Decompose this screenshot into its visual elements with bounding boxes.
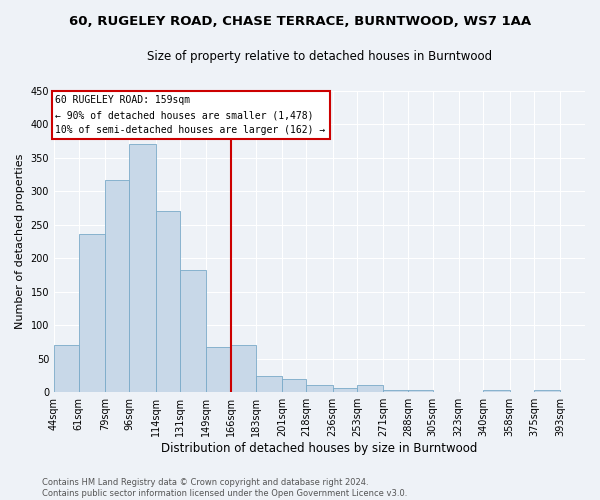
Bar — [54, 346, 79, 392]
Bar — [130, 144, 155, 392]
Bar — [180, 270, 206, 392]
Text: Contains HM Land Registry data © Crown copyright and database right 2024.
Contai: Contains HM Land Registry data © Crown c… — [42, 478, 407, 498]
Bar — [206, 346, 231, 392]
Bar — [484, 390, 509, 392]
Bar — [231, 346, 256, 392]
Bar — [534, 390, 560, 392]
Bar — [256, 376, 282, 392]
Bar — [105, 180, 130, 392]
Text: 60, RUGELEY ROAD, CHASE TERRACE, BURNTWOOD, WS7 1AA: 60, RUGELEY ROAD, CHASE TERRACE, BURNTWO… — [69, 15, 531, 28]
Bar — [307, 385, 332, 392]
Bar — [79, 234, 105, 392]
Title: Size of property relative to detached houses in Burntwood: Size of property relative to detached ho… — [147, 50, 492, 63]
Text: 60 RUGELEY ROAD: 159sqm
← 90% of detached houses are smaller (1,478)
10% of semi: 60 RUGELEY ROAD: 159sqm ← 90% of detache… — [55, 95, 326, 135]
Bar — [332, 388, 357, 392]
Bar — [282, 379, 307, 392]
Bar — [357, 385, 383, 392]
Bar — [408, 390, 433, 392]
X-axis label: Distribution of detached houses by size in Burntwood: Distribution of detached houses by size … — [161, 442, 478, 455]
Y-axis label: Number of detached properties: Number of detached properties — [15, 154, 25, 329]
Bar — [383, 390, 408, 392]
Bar — [155, 211, 180, 392]
